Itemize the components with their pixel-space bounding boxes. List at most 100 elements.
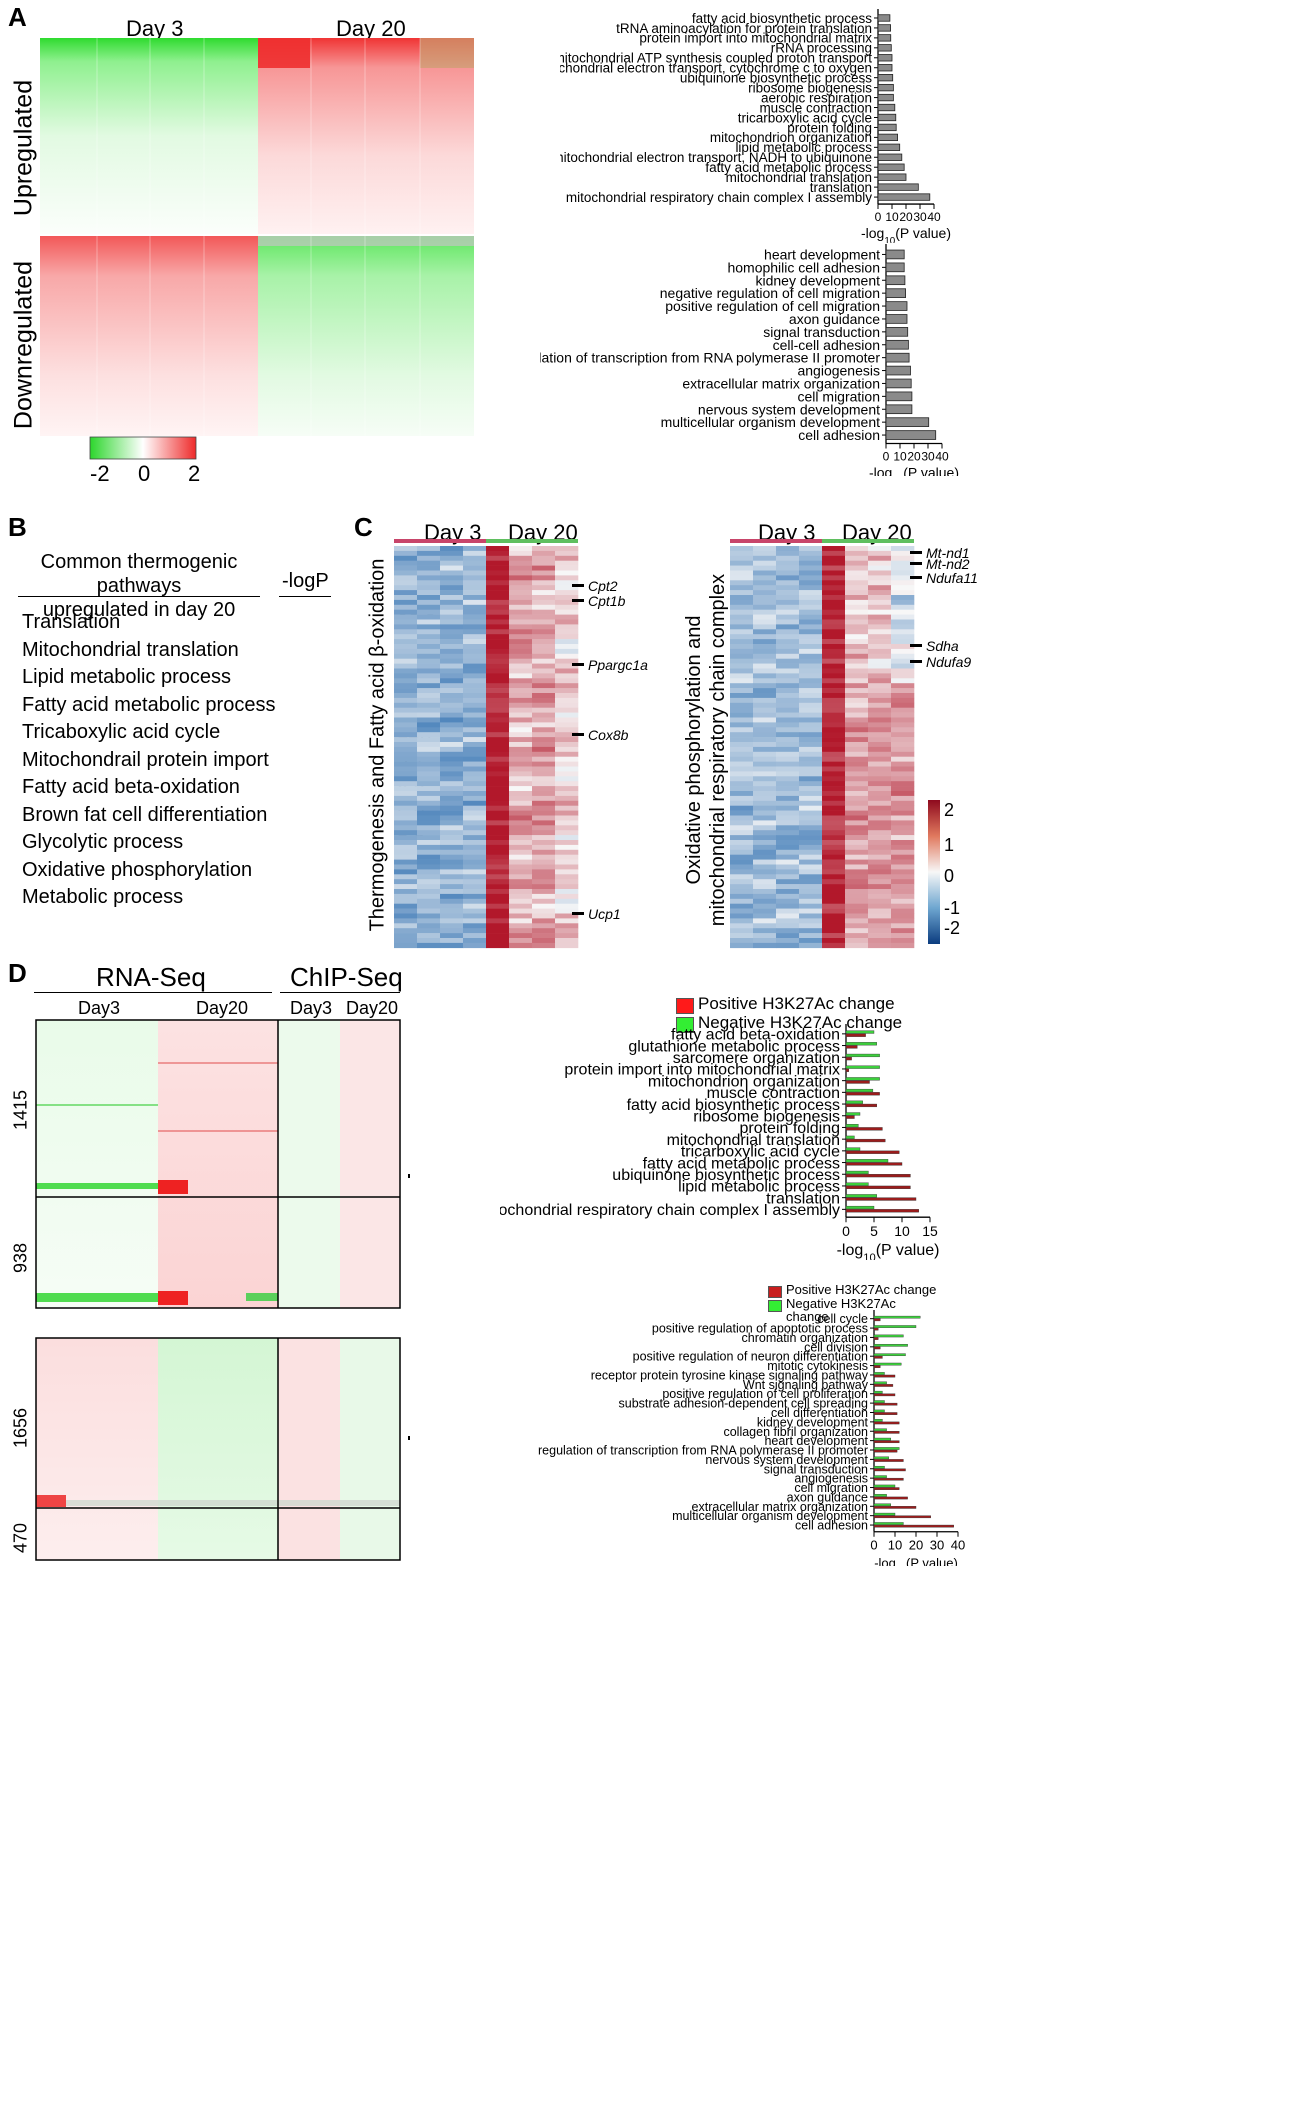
heat-cell <box>463 717 487 723</box>
heat-cell <box>463 653 487 659</box>
heat-cell <box>891 800 915 806</box>
heat-cell <box>486 546 510 552</box>
heat-cell <box>776 604 800 610</box>
heat-cell <box>799 815 823 821</box>
heat-cell <box>891 585 915 591</box>
d-legend2-positive-swatch <box>768 1286 782 1298</box>
heat-cell <box>394 766 418 772</box>
heat-cell <box>394 786 418 792</box>
heat-cell <box>417 918 441 924</box>
heat-cell <box>753 791 777 797</box>
heat-cell <box>776 712 800 718</box>
bar-axon-guidance <box>885 314 908 324</box>
heat-cell <box>463 688 487 694</box>
heat-cell <box>891 580 915 586</box>
heat-cell <box>532 898 556 904</box>
heat-cell <box>555 634 579 640</box>
heat-cell <box>891 903 915 909</box>
heat-cell <box>891 874 915 880</box>
x-tick-label-20: 20 <box>909 1538 923 1553</box>
heat-cell <box>776 697 800 704</box>
heat-cell <box>394 658 418 664</box>
heat-cell <box>799 550 823 557</box>
heat-cell <box>509 693 533 699</box>
category-label-fatty-acid-metabolic-process: fatty acid metabolic process <box>643 1155 840 1172</box>
category-label-ribosome-biogenesis: ribosome biogenesis <box>748 80 872 95</box>
heat-cell <box>440 595 464 601</box>
bar-fatty-acid-beta-oxidation-positive <box>845 1033 866 1037</box>
heat-cell <box>532 844 556 851</box>
heat-cell <box>417 756 441 762</box>
heat-cell <box>555 810 579 816</box>
heat-cell <box>394 923 418 929</box>
heat-cell <box>394 938 418 944</box>
bar-positive-regulation-of-cell-proliferation-negative <box>873 1390 883 1394</box>
heat-cell <box>417 590 441 596</box>
heat-cell <box>868 565 892 571</box>
heat-cell <box>463 820 487 826</box>
heat-cell <box>776 761 800 767</box>
heat-cell <box>845 820 869 826</box>
heat-cell <box>868 737 892 743</box>
heat-cell <box>891 766 915 772</box>
heat-cell <box>509 835 533 841</box>
heat-cell <box>555 874 579 880</box>
heat-cell <box>394 717 418 723</box>
bar-protein-import-into-mitochondrial-matrix-negative <box>845 1065 880 1069</box>
heat-cell <box>509 830 533 836</box>
heat-cell <box>394 560 418 566</box>
heat-cell <box>799 791 823 797</box>
bar-mitochondrial-translation-negative <box>845 1135 855 1139</box>
heat-cell <box>753 742 777 748</box>
heat-cell <box>532 580 556 586</box>
heat-cell <box>753 835 777 841</box>
heat-cell <box>753 555 777 561</box>
heat-cell <box>463 732 487 738</box>
heat-cell <box>509 732 533 738</box>
heat-cell <box>463 585 487 591</box>
heat-cell <box>845 859 869 865</box>
heat-cell <box>440 918 464 924</box>
heat-cell <box>463 751 487 757</box>
heat-cell <box>776 688 800 694</box>
heat-cell <box>868 570 892 576</box>
x-tick-label-0: 0 <box>842 1223 850 1239</box>
heat-cell <box>753 913 777 919</box>
b-row-name: Tricaboxylic acid cycle <box>22 721 221 743</box>
heat-cell <box>555 575 579 581</box>
heat-cell <box>776 815 800 821</box>
heat-cell <box>394 874 418 880</box>
heat-cell <box>845 746 869 753</box>
bar-positive-regulation-of-neuron-differentiation-positive <box>873 1356 883 1359</box>
heat-cell <box>509 560 533 566</box>
heat-cell <box>799 776 823 782</box>
heat-cell <box>463 746 487 753</box>
heat-cell <box>730 712 754 718</box>
bar-kidney-development-positive <box>873 1421 900 1425</box>
heat-cell <box>509 570 533 576</box>
heat-cell <box>730 874 754 880</box>
heat-cell <box>753 751 777 757</box>
heat-cell <box>730 933 754 939</box>
heat-cell <box>845 795 869 802</box>
heat-cell <box>486 766 510 772</box>
heat-cell <box>394 776 418 782</box>
heat-cell <box>891 898 915 904</box>
heat-cell <box>440 570 464 576</box>
heat-cell <box>730 732 754 738</box>
heat-cell <box>753 884 777 890</box>
bar-heart-development-positive <box>873 1440 900 1444</box>
heat-cell <box>868 791 892 797</box>
d-legend2-negative: Negative H3K27Ac <box>786 1296 896 1311</box>
c-right-heatmap <box>730 546 915 949</box>
heat-cell <box>417 889 441 895</box>
x-tick-label-20: 20 <box>907 450 921 464</box>
heat-cell <box>868 786 892 792</box>
heat-cell <box>891 923 915 929</box>
heat-cell <box>776 879 800 885</box>
heat-cell <box>532 663 556 669</box>
heat-cell <box>440 732 464 738</box>
heat-cell <box>417 879 441 885</box>
heat-cell <box>486 575 510 581</box>
heat-cell <box>891 663 915 669</box>
